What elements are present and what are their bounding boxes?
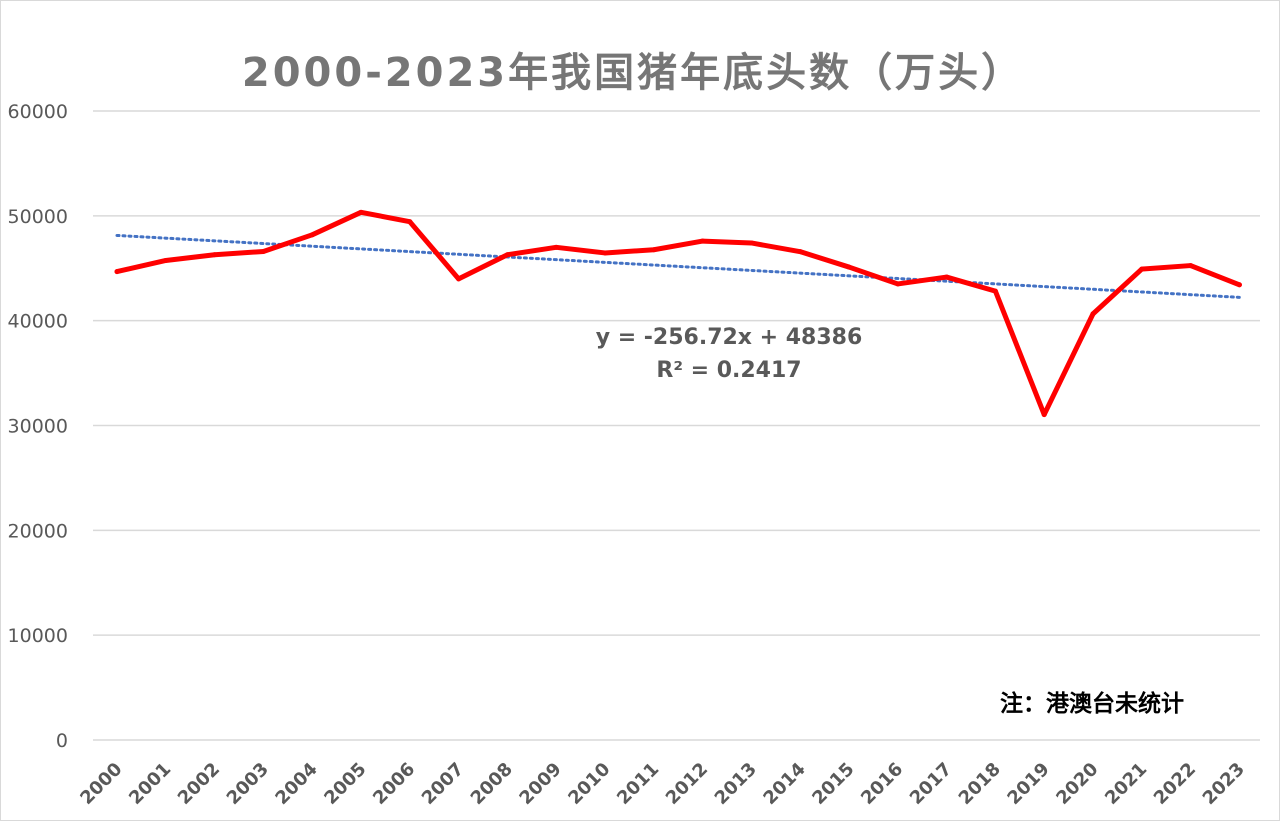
y-tick-label: 20000 — [8, 520, 68, 542]
data-point — [1041, 412, 1047, 418]
y-tick-label: 10000 — [8, 625, 68, 647]
data-point — [553, 244, 559, 250]
x-tick-label: 2022 — [1150, 759, 1200, 809]
chart-title: 2000-2023年我国猪年底头数（万头） — [241, 50, 1025, 96]
y-tick-label: 60000 — [8, 101, 68, 123]
x-tick-label: 2008 — [467, 759, 517, 809]
trendline-label-group: y = -256.72x + 48386 R² = 0.2417 — [596, 325, 863, 383]
x-tick-label: 2010 — [564, 759, 614, 809]
data-point — [309, 232, 315, 238]
x-tick-label: 2023 — [1199, 759, 1249, 809]
data-point — [1236, 282, 1242, 288]
data-point — [651, 247, 657, 253]
data-point — [504, 252, 510, 258]
x-tick-label: 2001 — [125, 759, 175, 809]
data-point — [748, 240, 754, 246]
y-tick-label: 30000 — [8, 416, 68, 438]
trendline — [115, 233, 1241, 299]
x-tick-label: 2006 — [369, 759, 419, 809]
x-tick-label: 2017 — [906, 759, 956, 809]
data-point — [944, 274, 950, 280]
x-tick-label: 2013 — [711, 759, 761, 809]
x-tick-label: 2003 — [223, 759, 273, 809]
series-group — [114, 209, 1242, 418]
data-point — [1090, 311, 1096, 317]
x-tick-label: 2019 — [1003, 759, 1053, 809]
y-tick-label: 40000 — [8, 311, 68, 333]
x-tick-label: 2018 — [955, 759, 1005, 809]
x-tick-label: 2012 — [662, 759, 712, 809]
data-point — [797, 249, 803, 255]
x-axis-ticks: 2000200120022003200420052006200720082009… — [76, 759, 1249, 809]
data-point — [456, 276, 462, 282]
series-line — [114, 209, 1242, 418]
x-tick-label: 2021 — [1101, 759, 1151, 809]
data-point — [407, 219, 413, 225]
x-tick-label: 2011 — [613, 759, 663, 809]
data-point — [895, 281, 901, 287]
data-point — [846, 264, 852, 270]
data-point — [358, 209, 364, 215]
x-tick-label: 2015 — [808, 759, 858, 809]
footnote: 注：港澳台未统计 — [1000, 691, 1184, 717]
data-point — [163, 257, 169, 263]
x-tick-label: 2000 — [76, 759, 126, 809]
x-tick-label: 2007 — [418, 759, 468, 809]
x-tick-label: 2002 — [174, 759, 224, 809]
y-axis-ticks: 0 10000 20000 30000 40000 50000 60000 — [8, 101, 68, 752]
x-tick-label: 2005 — [320, 759, 370, 809]
gridlines — [93, 110, 1260, 741]
data-point — [602, 250, 608, 256]
data-point — [700, 238, 706, 244]
trendline-equation: y = -256.72x + 48386 — [596, 325, 863, 350]
data-point — [114, 269, 120, 275]
data-point — [1188, 263, 1194, 269]
x-tick-label: 2020 — [1052, 759, 1102, 809]
x-tick-label: 2016 — [857, 759, 907, 809]
x-tick-label: 2009 — [515, 759, 565, 809]
data-point — [260, 248, 266, 254]
trendline-r-squared: R² = 0.2417 — [656, 358, 801, 383]
y-tick-label: 50000 — [8, 206, 68, 228]
x-tick-label: 2014 — [759, 759, 809, 809]
data-point — [212, 252, 218, 258]
data-point — [1139, 266, 1145, 272]
x-tick-label: 2004 — [271, 759, 321, 809]
data-point — [992, 288, 998, 294]
y-tick-label: 0 — [56, 730, 68, 752]
trendline-group — [115, 233, 1241, 299]
